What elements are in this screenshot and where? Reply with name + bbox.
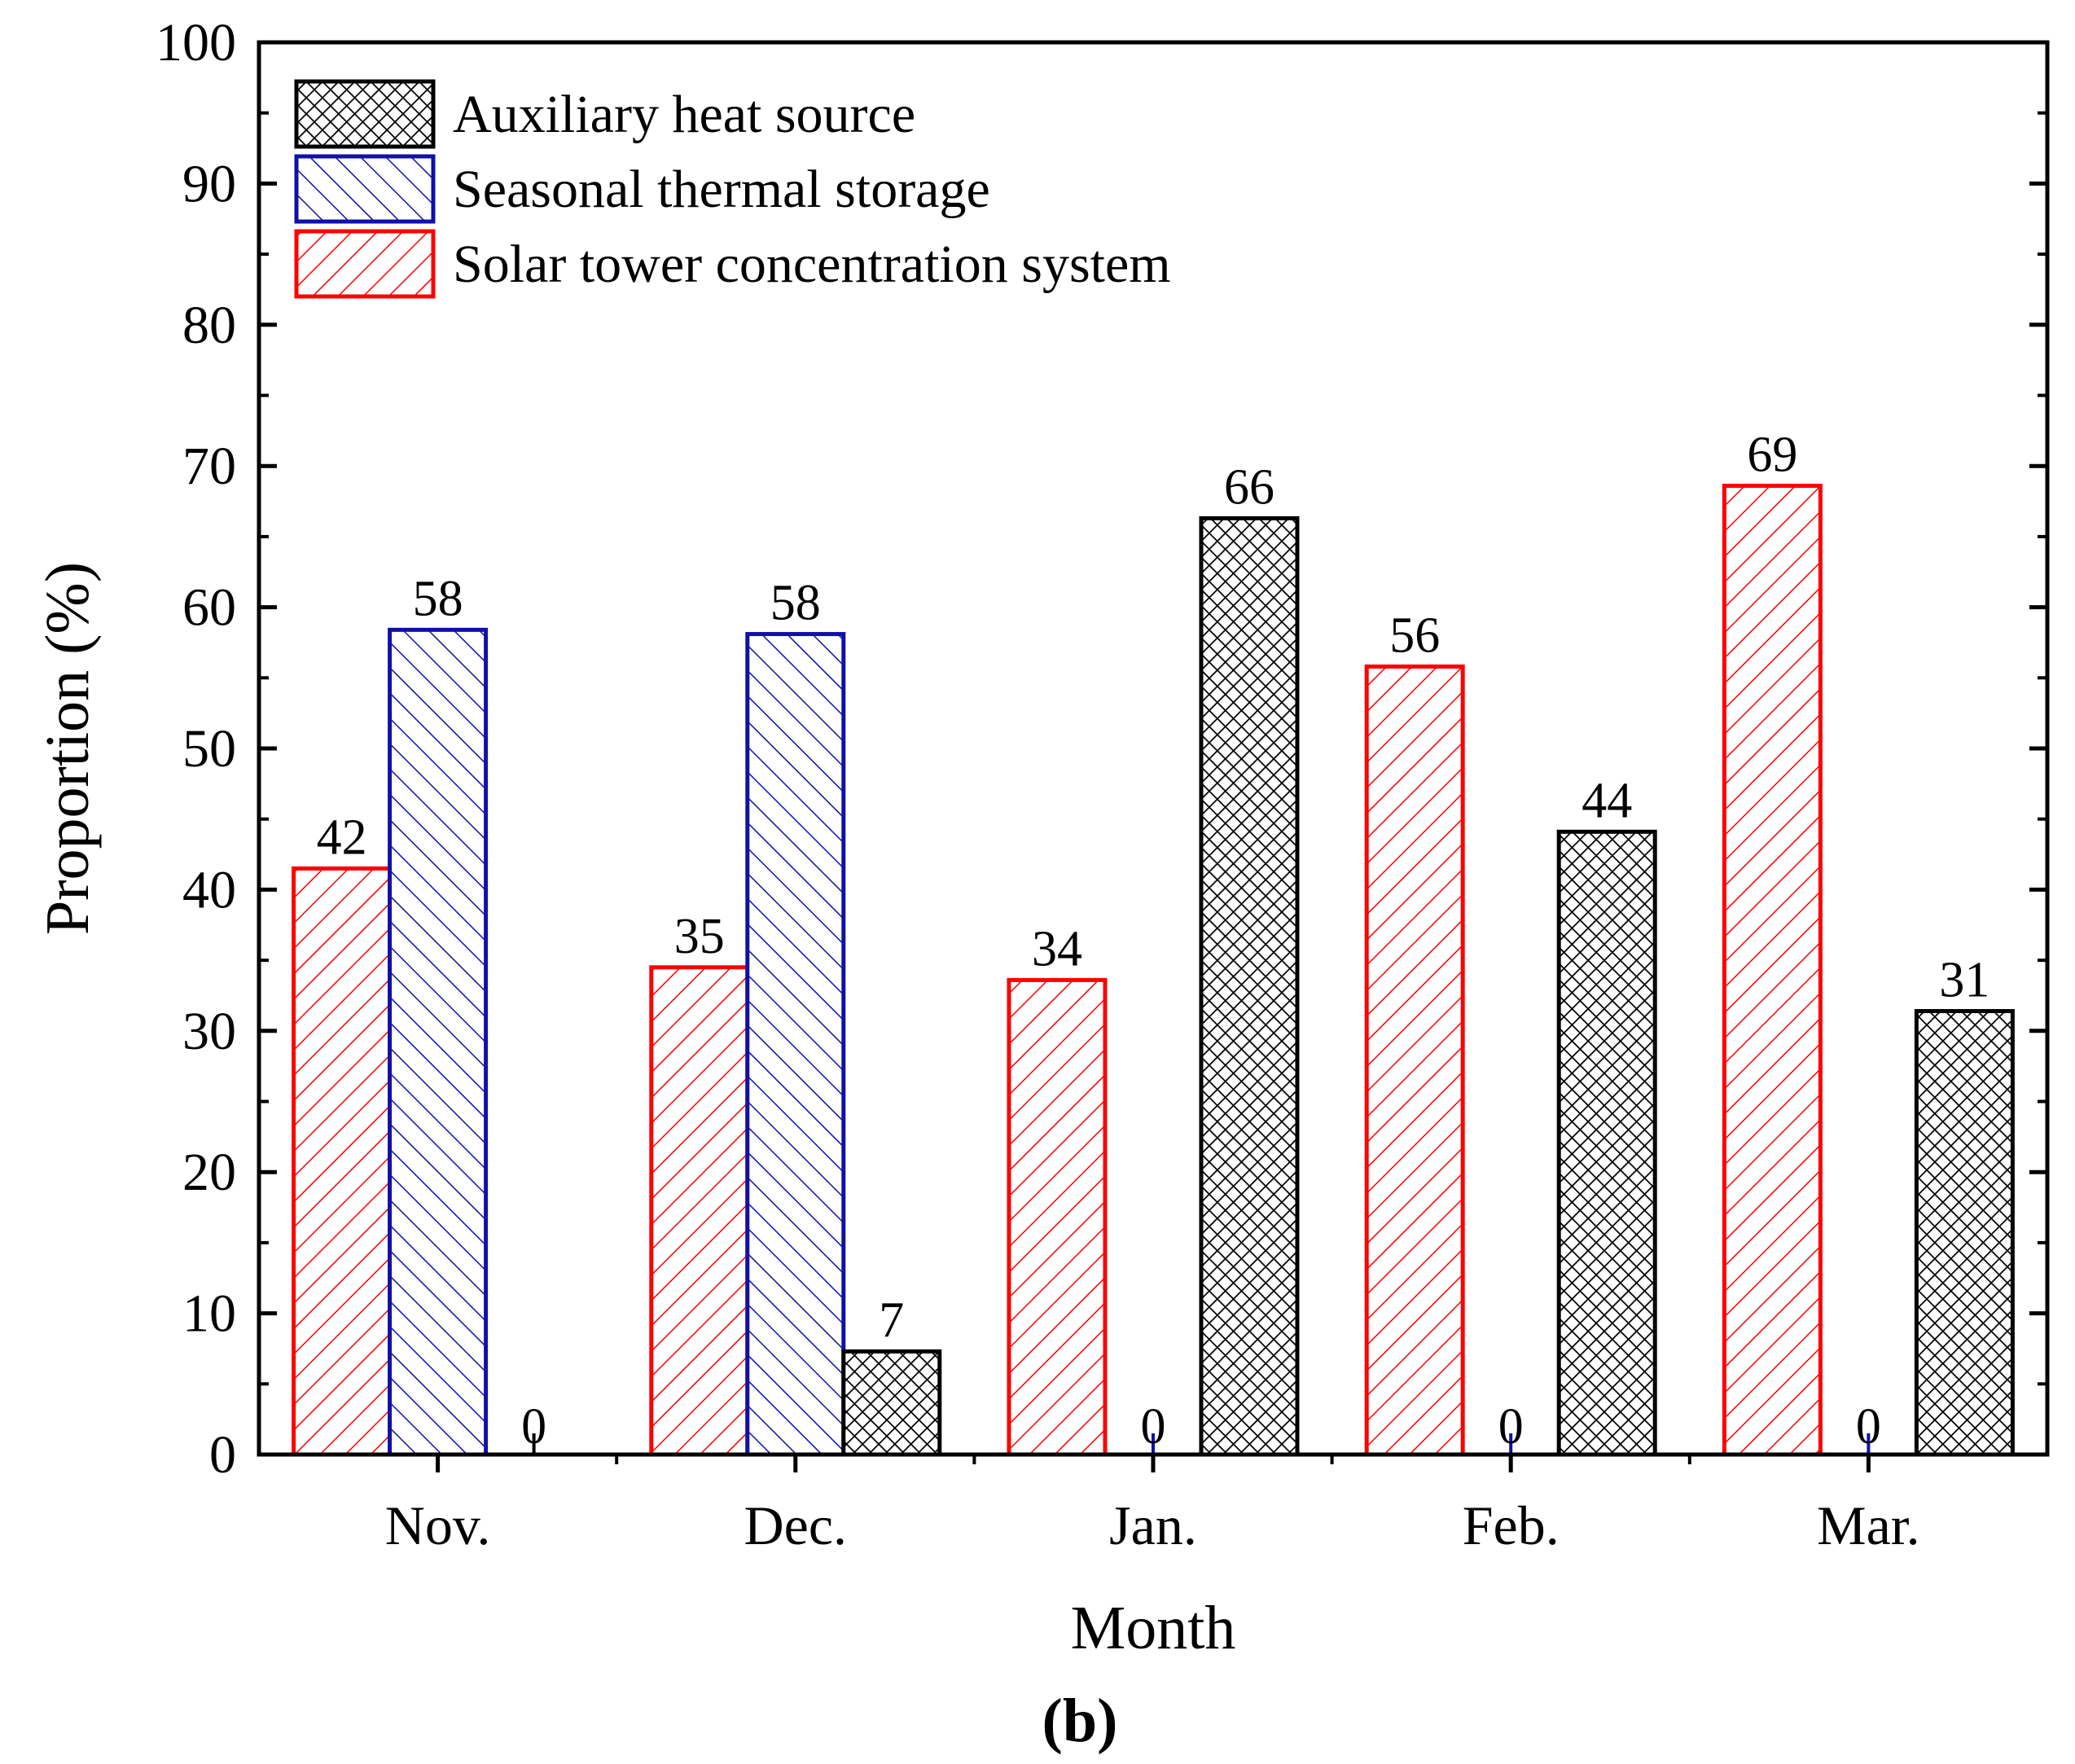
bar-0-jan <box>1007 977 1108 1457</box>
bar-2-dec <box>841 1349 942 1457</box>
legend-label: Seasonal thermal storage <box>453 160 990 219</box>
y-tick-label: 80 <box>182 296 236 355</box>
bar-value-label: 0 <box>1498 1399 1524 1455</box>
legend-swatch <box>294 79 436 149</box>
bars-layer <box>292 483 2015 1457</box>
y-tick-label: 30 <box>182 1002 236 1061</box>
legend: Auxiliary heat source Seasonal thermal st… <box>294 79 1171 299</box>
bar-value-label: 56 <box>1389 608 1440 663</box>
bar-value-label: 7 <box>879 1292 904 1348</box>
x-tick-label: Nov. <box>385 1494 491 1556</box>
bar-value-label: 31 <box>1939 953 1989 1008</box>
x-tick-label: Feb. <box>1463 1494 1560 1556</box>
y-tick-label: 100 <box>156 13 236 72</box>
bar-0-dec <box>649 965 750 1457</box>
bar-0-nov <box>292 866 393 1457</box>
bar-0-mar <box>1722 483 1823 1457</box>
bar-2-feb <box>1556 829 1657 1457</box>
x-tick-label: Mar. <box>1817 1494 1920 1556</box>
bar-labels-layer: 42 35 34 56 69 58 58 0 0 0 0 7 66 44 31 <box>317 427 1990 1455</box>
bar-2-jan <box>1199 516 1300 1457</box>
bar-value-label: 66 <box>1224 459 1274 515</box>
bar-value-label: 0 <box>521 1399 546 1455</box>
bar-1-dec <box>745 632 846 1457</box>
bar-0-feb <box>1364 664 1465 1457</box>
legend-label: Solar tower concentration system <box>453 235 1171 294</box>
bar-value-label: 58 <box>413 571 463 626</box>
y-tick-label: 20 <box>182 1143 236 1202</box>
bar-value-label: 58 <box>770 576 821 631</box>
bar-value-label: 69 <box>1747 427 1797 482</box>
y-tick-label: 70 <box>182 437 236 496</box>
x-tick-label: Jan. <box>1109 1494 1197 1556</box>
bar-value-label: 0 <box>1141 1399 1166 1455</box>
x-tick-label: Dec. <box>744 1494 847 1556</box>
y-tick-label: 50 <box>182 719 236 779</box>
panel-label: (b) <box>1042 1687 1118 1755</box>
bar-value-label: 0 <box>1856 1399 1881 1455</box>
y-axis-title: Proportion (%) <box>33 562 102 935</box>
y-tick-label: 10 <box>182 1284 236 1344</box>
y-tick-label: 60 <box>182 578 236 638</box>
bar-value-label: 44 <box>1581 773 1632 828</box>
y-tick-label: 90 <box>182 154 236 213</box>
bar-value-label: 34 <box>1032 921 1082 976</box>
x-axis-title: Month <box>1071 1594 1236 1662</box>
legend-swatch <box>294 154 436 224</box>
legend-label: Auxiliary heat source <box>453 85 915 144</box>
bar-2-mar <box>1914 1009 2015 1457</box>
legend-swatch <box>294 229 436 299</box>
bar-value-label: 35 <box>674 909 725 964</box>
y-tick-label: 40 <box>182 860 236 919</box>
y-tick-label: 0 <box>209 1425 236 1485</box>
bar-value-label: 42 <box>317 810 367 865</box>
plot-frame <box>257 40 2050 1457</box>
bar-1-nov <box>388 627 489 1457</box>
